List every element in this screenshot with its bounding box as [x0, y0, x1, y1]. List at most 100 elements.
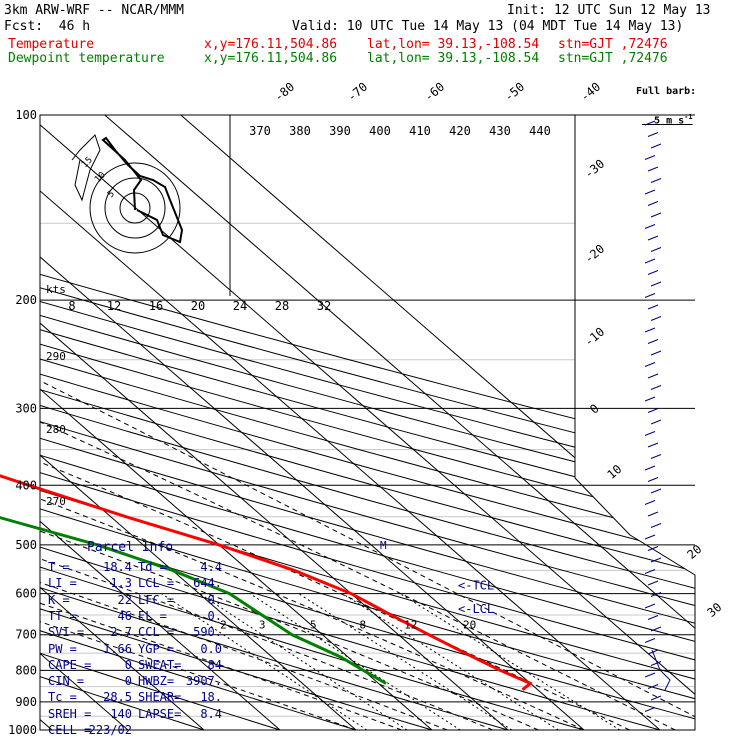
pressure-label: 100	[15, 108, 37, 122]
pressure-label: 200	[15, 293, 37, 307]
hodograph-direction-label: 270	[46, 495, 66, 508]
parcel-info-value: 8.4	[200, 706, 222, 721]
hodograph-ring	[89, 162, 181, 254]
parcel-info-value: 18.	[200, 690, 222, 705]
isotherm	[40, 115, 357, 730]
wind-barb	[650, 350, 662, 356]
hodograph-direction-label: 290	[46, 350, 66, 363]
parcel-info-value: 1.3	[110, 576, 132, 591]
wind-barb	[644, 672, 656, 678]
parcel-info-row: CIN = 0 HWBZ= 3907.	[42, 674, 237, 690]
wind-barb	[650, 385, 662, 390]
parcel-info-value: 2.7	[110, 625, 132, 640]
wind-barb	[644, 534, 656, 540]
pressure-label: 600	[15, 587, 37, 601]
wind-barb	[647, 339, 659, 344]
wind-barb	[650, 626, 662, 632]
mixing-ratio-line	[298, 593, 513, 730]
dry-adiabat	[40, 115, 400, 730]
wind-barb	[647, 270, 659, 275]
temperature-latlon: lat,lon= 39.13,-108.54	[367, 37, 540, 52]
isotherm-label: -70	[345, 80, 371, 105]
wind-barb	[647, 615, 659, 620]
theta-label: 370	[249, 124, 271, 138]
parcel-info-key: CCL =	[138, 625, 175, 640]
dry-adiabat	[40, 115, 695, 730]
dry-adiabat	[40, 115, 695, 730]
parcel-info-key: K =	[48, 592, 70, 607]
wind-barb	[647, 201, 659, 206]
parcel-info-value: 3907.	[185, 674, 222, 689]
isotherm-label: -40	[578, 80, 604, 105]
isotherm-label: -80	[272, 80, 298, 105]
isotherm	[40, 115, 205, 730]
parcel-info-key: Tc =	[48, 690, 77, 705]
isotherm-label: -30	[582, 157, 608, 182]
wind-barb	[644, 603, 656, 609]
hodograph-direction-label: 280	[46, 423, 66, 436]
dry-adiabat	[40, 115, 554, 730]
init-time: Init: 12 UTC Sun 12 May 13	[507, 3, 711, 18]
wind-barb	[650, 247, 662, 252]
dewpoint-xy: x,y=176.11,504.86	[204, 51, 338, 66]
dry-adiabat	[40, 115, 477, 730]
pressure-label: 500	[15, 538, 37, 552]
dry-adiabat	[40, 115, 695, 730]
wind-barb	[650, 316, 662, 321]
parcel-info-key: SHEAR=	[138, 690, 182, 705]
parcel-info-value: 0.0	[200, 641, 222, 656]
wind-barb	[650, 661, 662, 666]
mixing-ratio-label: 20	[463, 619, 476, 632]
parcel-info-key: LI =	[48, 576, 77, 591]
isotherm-label: 0	[587, 401, 602, 416]
hodograph-ring	[104, 177, 166, 239]
parcel-info-key: YGP =	[138, 641, 175, 656]
parcel-info-key: SVI =	[48, 625, 85, 640]
barb-legend-exponent: -1	[684, 113, 693, 121]
diagram-border	[39, 114, 696, 731]
wind-barb	[650, 557, 662, 563]
wind-barb	[650, 523, 662, 528]
mixing-ratio-label: 3	[259, 619, 266, 632]
isotherm-label: -60	[422, 80, 448, 105]
wind-barb	[650, 281, 662, 287]
dry-adiabat	[40, 115, 246, 730]
wind-barb	[650, 212, 662, 218]
temperature-legend: Temperature	[8, 37, 95, 52]
barb-legend-title: Full barb:	[636, 86, 697, 97]
dry-adiabat	[40, 115, 695, 730]
parcel-info-value: 4.4	[200, 560, 222, 574]
forecast-hour: Fcst: 46 h	[4, 19, 91, 34]
theta-label: 400	[369, 124, 391, 138]
wind-barb	[644, 500, 656, 505]
parcel-info-key: T =	[48, 560, 70, 574]
mixing-ratio-label: 8	[360, 619, 367, 632]
parcel-info-key: Td =	[138, 560, 167, 574]
pressure-label: 700	[15, 628, 37, 642]
temperature-xy: x,y=176.11,504.86	[204, 37, 338, 52]
isotherm-label: -20	[582, 242, 608, 267]
wind-barb	[650, 178, 662, 183]
wind-barb	[644, 707, 656, 712]
pressure-label: 1000	[8, 723, 37, 737]
wind-barb	[647, 511, 659, 517]
mixing-ratio-label: 12	[404, 619, 417, 632]
parcel-info-value: 0	[124, 674, 132, 689]
dewpoint-legend: Dewpoint temperature	[8, 51, 165, 66]
wind-barb	[644, 258, 656, 264]
hodograph-speed-label: 28	[275, 299, 289, 313]
valid-time: Valid: 10 UTC Tue 14 May 13 (04 MDT Tue …	[292, 19, 684, 34]
parcel-info-value: 22	[117, 592, 132, 607]
mixing-ratio-label: 2	[220, 619, 227, 632]
wind-barb	[644, 431, 656, 436]
parcel-info-key: SWEAT=	[138, 657, 182, 672]
parcel-info-value: 0	[124, 657, 132, 672]
mixing-ratio-line	[249, 593, 461, 730]
parcel-info-row: TT = 46 EL = 0.	[42, 609, 237, 625]
dry-adiabat	[40, 115, 695, 730]
wind-barb	[644, 396, 656, 402]
hodograph-speed-label: 12	[107, 299, 121, 313]
wind-barb	[647, 442, 659, 448]
parcel-info-key: EL =	[138, 608, 167, 623]
